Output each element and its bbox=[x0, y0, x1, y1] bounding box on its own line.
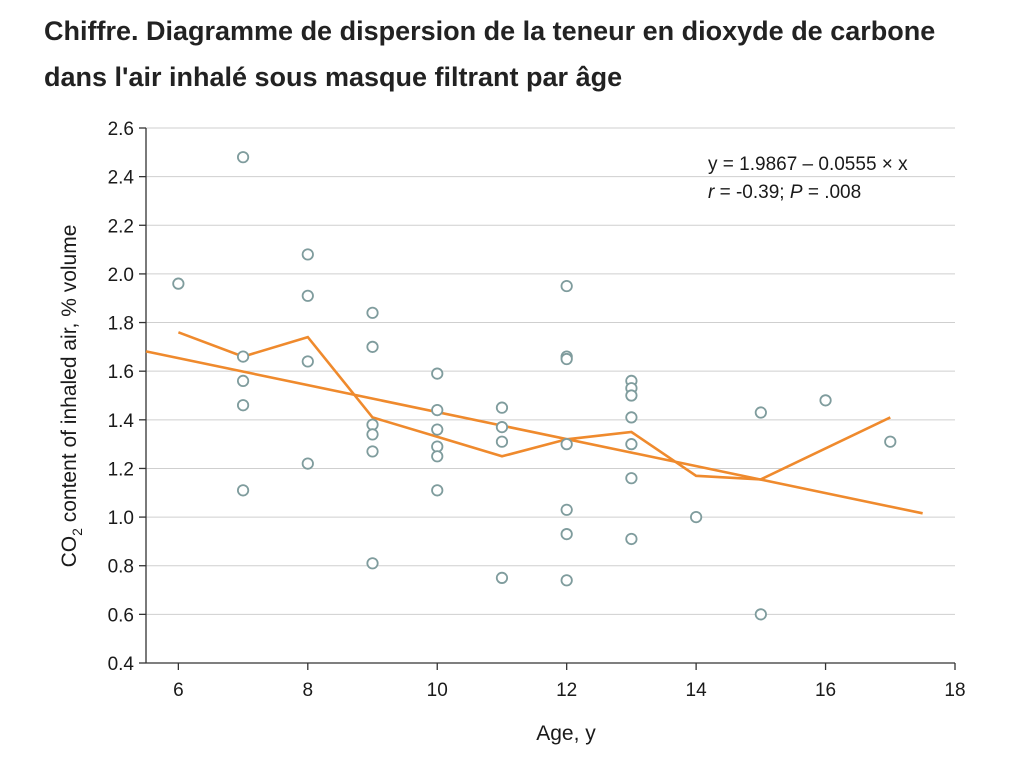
y-tick-label: 1.6 bbox=[108, 362, 134, 383]
data-point bbox=[301, 457, 314, 470]
data-point bbox=[690, 510, 703, 524]
data-point bbox=[560, 528, 573, 541]
data-point bbox=[431, 367, 444, 380]
mean-trend-line bbox=[177, 331, 891, 481]
y-tick-label: 1.4 bbox=[108, 411, 135, 432]
data-point bbox=[625, 438, 638, 451]
y-axis-label: CO2 content of inhaled air, % volume bbox=[58, 225, 85, 568]
data-point bbox=[236, 374, 250, 388]
stats-r-value: = -0.39; bbox=[714, 182, 790, 203]
x-axis-label: Age, y bbox=[536, 722, 596, 745]
data-point bbox=[366, 557, 379, 570]
data-point bbox=[236, 151, 250, 164]
stats-p-value: = .008 bbox=[803, 182, 862, 203]
x-tick-label: 6 bbox=[173, 680, 184, 701]
data-point bbox=[560, 279, 573, 293]
regression-stats-label: r = -0.39; P = .008 bbox=[708, 182, 861, 203]
data-point bbox=[236, 350, 250, 363]
data-point bbox=[560, 503, 573, 516]
data-point bbox=[366, 340, 379, 353]
x-tick-label: 16 bbox=[815, 680, 836, 701]
data-point bbox=[431, 423, 444, 436]
x-tick-label: 14 bbox=[686, 680, 708, 701]
data-point bbox=[301, 248, 314, 261]
data-point bbox=[560, 352, 573, 366]
data-point bbox=[366, 428, 379, 441]
data-point bbox=[625, 472, 638, 485]
data-point bbox=[301, 289, 314, 302]
regression-line bbox=[145, 350, 923, 515]
x-tick-label: 18 bbox=[944, 680, 965, 701]
data-point bbox=[301, 355, 314, 368]
x-tick-label: 8 bbox=[303, 680, 314, 701]
data-point bbox=[625, 389, 638, 402]
mean-trend-line-group bbox=[177, 331, 891, 481]
data-points bbox=[172, 151, 897, 621]
figure-title: Chiffre. Diagramme de dispersion de la t… bbox=[44, 16, 936, 92]
data-point bbox=[431, 403, 444, 417]
data-point bbox=[754, 608, 767, 621]
x-tick-label: 12 bbox=[556, 680, 577, 701]
data-point bbox=[625, 411, 638, 424]
y-axis-label-co: CO bbox=[58, 536, 81, 568]
data-point bbox=[754, 406, 767, 419]
y-tick-label: 1.8 bbox=[108, 314, 134, 335]
x-tick-label: 10 bbox=[427, 680, 448, 701]
data-point bbox=[431, 484, 444, 497]
data-point bbox=[495, 571, 509, 584]
y-axis-label-rest: content of inhaled air, % volume bbox=[58, 225, 81, 529]
stats-r-symbol: r bbox=[708, 182, 715, 203]
data-point bbox=[366, 445, 379, 458]
data-point bbox=[236, 484, 250, 497]
regression-line-group bbox=[145, 350, 923, 515]
y-tick-label: 2.4 bbox=[108, 168, 135, 189]
y-tick-label: 0.4 bbox=[108, 654, 135, 675]
data-point bbox=[819, 394, 832, 407]
data-point bbox=[625, 532, 638, 546]
y-tick-label: 0.6 bbox=[108, 605, 134, 626]
y-tick-label: 0.8 bbox=[108, 557, 134, 578]
data-point bbox=[560, 574, 573, 587]
data-point bbox=[431, 450, 444, 463]
y-tick-label: 1.0 bbox=[108, 508, 134, 529]
y-tick-label: 1.2 bbox=[108, 459, 134, 480]
data-point bbox=[495, 435, 509, 448]
tick-labels: 0.4 0.6 0.8 1.0 1.2 1.4 1.6 1.8 2.0 2.2 2.4 2.6 6 8 10… bbox=[108, 119, 966, 701]
gridlines bbox=[146, 127, 955, 615]
y-tick-label: 2.6 bbox=[108, 119, 134, 140]
y-tick-label: 2.2 bbox=[108, 216, 134, 237]
data-point bbox=[495, 421, 509, 434]
regression-equation-label: y = 1.9867 – 0.0555 × x bbox=[708, 154, 908, 175]
y-tick-label: 2.0 bbox=[108, 265, 134, 286]
axes bbox=[139, 127, 956, 670]
stats-p-symbol: P bbox=[790, 182, 803, 203]
data-point bbox=[236, 399, 250, 412]
data-point bbox=[560, 438, 573, 451]
data-point bbox=[884, 435, 897, 448]
data-point bbox=[495, 401, 509, 414]
data-point bbox=[366, 306, 379, 319]
data-point bbox=[172, 277, 185, 290]
y-axis-label-subscript: 2 bbox=[69, 528, 85, 536]
